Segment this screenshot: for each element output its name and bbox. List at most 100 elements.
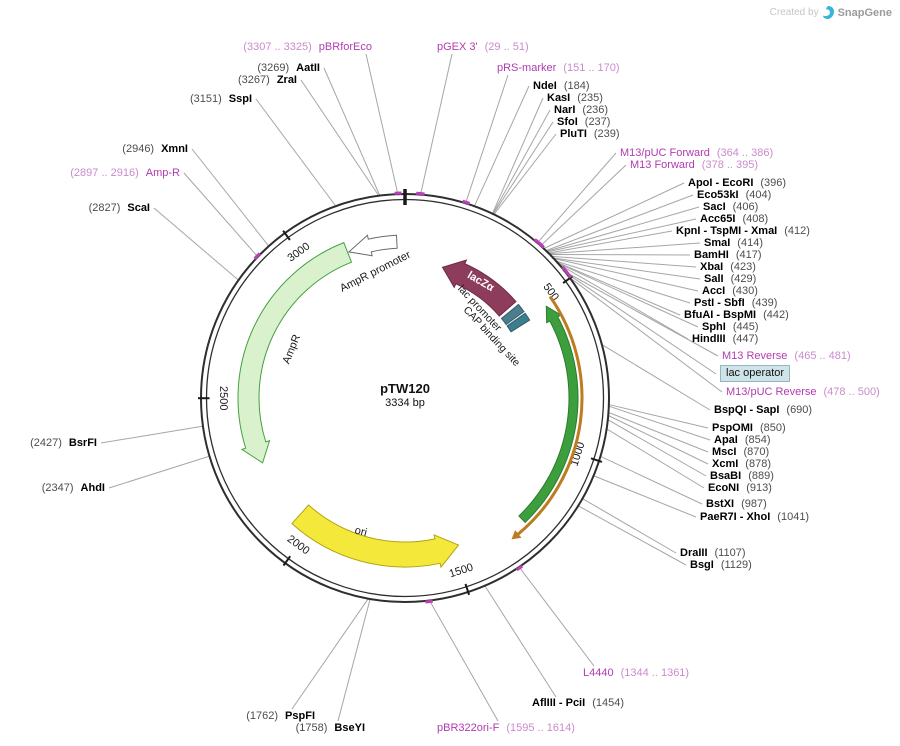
site-label-m13-reverse[interactable]: M13 Reverse (465 .. 481) <box>722 349 851 363</box>
site-label-scai[interactable]: (2827) ScaI <box>89 201 150 215</box>
site-position: (850) <box>759 422 786 434</box>
site-label-l4440[interactable]: L4440 (1344 .. 1361) <box>583 666 689 680</box>
site-label-bstxi[interactable]: BstXI (987) <box>706 497 767 511</box>
leader-line <box>153 207 240 282</box>
site-position: (2946) <box>122 143 155 155</box>
site-label-nari[interactable]: NarI (236) <box>554 103 608 117</box>
feature-ampr-promoter[interactable] <box>347 234 398 257</box>
site-name: PluTI <box>560 128 587 140</box>
site-position: (2897 .. 2916) <box>70 167 139 179</box>
primer-tick <box>425 599 433 604</box>
site-position: (3307 .. 3325) <box>243 41 312 53</box>
site-label-xbai[interactable]: XbaI (423) <box>700 260 756 274</box>
site-label-bsrfi[interactable]: (2427) BsrFI <box>30 436 97 450</box>
site-label-aatii[interactable]: (3269) AatII <box>257 61 320 75</box>
site-label-afliii-pcii[interactable]: AflIII - PciI (1454) <box>532 696 624 710</box>
site-label-amp-r[interactable]: (2897 .. 2916) Amp-R <box>70 166 180 180</box>
site-position: (412) <box>784 225 810 237</box>
leader-line <box>551 257 699 292</box>
site-label-saci[interactable]: SacI (406) <box>703 200 758 214</box>
site-label-bamhi[interactable]: BamHI (417) <box>694 248 762 262</box>
site-label-draiii[interactable]: DraIII (1107) <box>680 546 746 560</box>
site-name: M13 Forward <box>630 159 695 171</box>
primer-tick <box>515 564 524 572</box>
leader-line <box>300 79 380 197</box>
site-label-pluti[interactable]: PluTI (239) <box>560 127 620 141</box>
site-label-pbrforeco[interactable]: (3307 .. 3325) pBRforEco <box>243 40 372 54</box>
site-label-pspomi[interactable]: PspOMI (850) <box>712 421 786 435</box>
site-label-m13-puc-reverse[interactable]: M13/pUC Reverse (478 .. 500) <box>726 385 880 399</box>
site-label-sphi[interactable]: SphI (445) <box>702 320 759 334</box>
feature-ori[interactable] <box>291 504 460 569</box>
site-position: (889) <box>748 470 774 482</box>
site-name: BsaBI <box>710 470 742 482</box>
site-label-kasi[interactable]: KasI (235) <box>547 91 603 105</box>
site-position: (417) <box>735 249 762 261</box>
leader-line <box>491 109 551 215</box>
site-label-msci[interactable]: MscI (870) <box>712 445 769 459</box>
leader-line <box>563 270 717 375</box>
site-label-paer7i-xhoi[interactable]: PaeR7I - XhoI (1041) <box>700 510 809 524</box>
site-label-xcmi[interactable]: XcmI (878) <box>712 457 771 471</box>
feature-label-lac-operator[interactable]: lac operator <box>720 365 791 382</box>
site-label-sspi[interactable]: (3151) SspI <box>190 92 252 106</box>
leader-line <box>183 172 259 258</box>
feature-cap-binding-site[interactable] <box>506 312 531 333</box>
site-label-eco53ki[interactable]: Eco53kI (404) <box>697 188 771 202</box>
site-position: (854) <box>744 434 771 446</box>
site-label-acc65i[interactable]: Acc65I (408) <box>700 212 768 226</box>
feature-lacza[interactable] <box>441 259 517 317</box>
site-label-acci[interactable]: AccI (430) <box>702 284 758 298</box>
site-label-psti-sbfi[interactable]: PstI - SbfI (439) <box>694 296 777 310</box>
site-label-m13-forward[interactable]: M13 Forward (378 .. 395) <box>630 158 758 172</box>
leader-line <box>599 455 703 505</box>
leader-line <box>607 414 709 465</box>
site-name: DraIII <box>680 547 708 559</box>
feature-unlabeled-arc-orange[interactable] <box>511 530 522 540</box>
site-label-apoi-ecori[interactable]: ApoI - EcoRI (396) <box>688 176 786 190</box>
leader-line <box>191 148 270 248</box>
site-label-ahdi[interactable]: (2347) AhdI <box>42 481 105 495</box>
site-label-bfuai-bspmi[interactable]: BfuAI - BspMI (442) <box>684 308 789 322</box>
site-label-smai[interactable]: SmaI (414) <box>704 236 763 250</box>
site-label-bsgi[interactable]: BsgI (1129) <box>690 558 752 572</box>
site-label-bsabi[interactable]: BsaBI (889) <box>710 469 774 483</box>
site-position: (1595 .. 1614) <box>506 722 575 734</box>
feature-unlabeled-arc-orange-body[interactable] <box>516 295 584 536</box>
site-label-kpni-tspmi-xmai[interactable]: KpnI - TspMI - XmaI (412) <box>676 224 810 238</box>
site-label-zrai[interactable]: (3267) ZraI <box>238 73 297 87</box>
primer-tick <box>564 269 573 279</box>
site-position: (404) <box>745 189 772 201</box>
leader-line <box>493 133 557 216</box>
feature-unlabeled-orf-green[interactable] <box>518 305 579 524</box>
leader-line <box>600 343 711 411</box>
site-label-hindiii[interactable]: HindIII (447) <box>692 332 758 346</box>
leader-line <box>419 53 453 196</box>
site-label-pbr322ori-f[interactable]: pBR322ori-F (1595 .. 1614) <box>437 721 575 735</box>
site-name: NdeI <box>533 80 557 92</box>
feature-label-ori[interactable]: ori <box>353 525 368 540</box>
site-label-ndei[interactable]: NdeI (184) <box>533 79 590 93</box>
site-position: (406) <box>732 201 759 213</box>
site-label-econi[interactable]: EcoNI (913) <box>708 481 772 495</box>
site-label-prs-marker[interactable]: pRS-marker (151 .. 170) <box>497 61 620 75</box>
site-label-bspqi-sapi[interactable]: BspQI - SapI (690) <box>714 403 812 417</box>
site-label-sali[interactable]: SalI (429) <box>704 272 756 286</box>
site-name: ApoI - EcoRI <box>688 177 754 189</box>
feature-ampr[interactable] <box>237 241 353 464</box>
site-label-apai[interactable]: ApaI (854) <box>714 433 771 447</box>
site-name: SfoI <box>557 116 578 128</box>
leader-line <box>542 182 685 250</box>
leader-line <box>291 597 370 710</box>
site-label-pgex-3-[interactable]: pGEX 3' (29 .. 51) <box>437 40 529 54</box>
site-label-bseyi[interactable]: (1758) BseYI <box>296 721 365 735</box>
site-name: MscI <box>712 446 737 458</box>
site-label-pspfi[interactable]: (1762) PspFI <box>246 709 315 723</box>
site-name: SalI <box>704 273 724 285</box>
scale-tick <box>590 457 603 463</box>
leader-line <box>592 474 697 518</box>
site-label-xmni[interactable]: (2946) XmnI <box>122 142 188 156</box>
site-label-m13-puc-forward[interactable]: M13/pUC Forward (364 .. 386) <box>620 146 773 160</box>
site-label-sfoi[interactable]: SfoI (237) <box>557 115 610 129</box>
feature-lac-promoter[interactable] <box>500 303 525 326</box>
